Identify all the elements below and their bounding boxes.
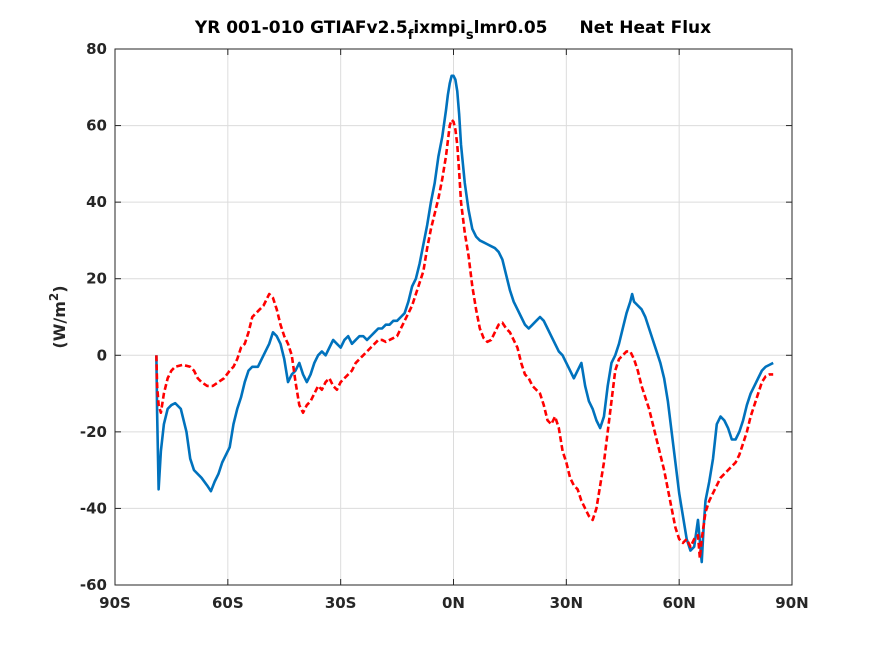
y-axis: -60 -40 -20 0 20 40 60 80 xyxy=(80,40,792,594)
y-tick-label: -60 xyxy=(80,576,107,594)
x-tick-label: 0N xyxy=(442,594,465,612)
x-tick-label: 90S xyxy=(99,594,131,612)
series-line-solid xyxy=(155,74,774,564)
x-tick-label: 30N xyxy=(550,594,583,612)
y-tick-label: 20 xyxy=(86,270,107,288)
title-subscript-f: f xyxy=(408,28,414,43)
title-subscript-s: s xyxy=(466,28,474,43)
chart-title: YR 001-010 GTIAFv2.5fixmpislmr0.05 Net He… xyxy=(194,18,711,43)
title-part-lmr: lmr0.05 xyxy=(474,18,548,38)
title-part-ixmpi: ixmpi xyxy=(413,18,466,38)
x-tick-label: 30S xyxy=(325,594,357,612)
grid-lines xyxy=(114,48,793,586)
x-axis: 90S 60S 30S 0N 30N 60N 90N xyxy=(99,49,809,612)
title-part-main: YR 001-010 GTIAFv2.5 xyxy=(194,18,408,38)
y-tick-label: -40 xyxy=(80,499,107,517)
ylabel-close: ) xyxy=(50,285,69,292)
series-layer xyxy=(155,74,774,564)
y-axis-label: (W/m2) xyxy=(47,285,69,348)
y-tick-label: 80 xyxy=(86,40,107,58)
x-tick-label: 90N xyxy=(775,594,808,612)
x-tick-label: 60N xyxy=(662,594,695,612)
ylabel-text: (W/m xyxy=(50,301,69,348)
title-part-variable: Net Heat Flux xyxy=(580,18,712,38)
y-tick-label: 0 xyxy=(97,346,107,364)
y-tick-label: 60 xyxy=(86,117,107,135)
y-tick-label: -20 xyxy=(80,423,107,441)
ylabel-superscript: 2 xyxy=(47,293,61,301)
y-tick-label: 40 xyxy=(86,193,107,211)
x-tick-label: 60S xyxy=(212,594,244,612)
series-line-dashed xyxy=(155,118,774,560)
